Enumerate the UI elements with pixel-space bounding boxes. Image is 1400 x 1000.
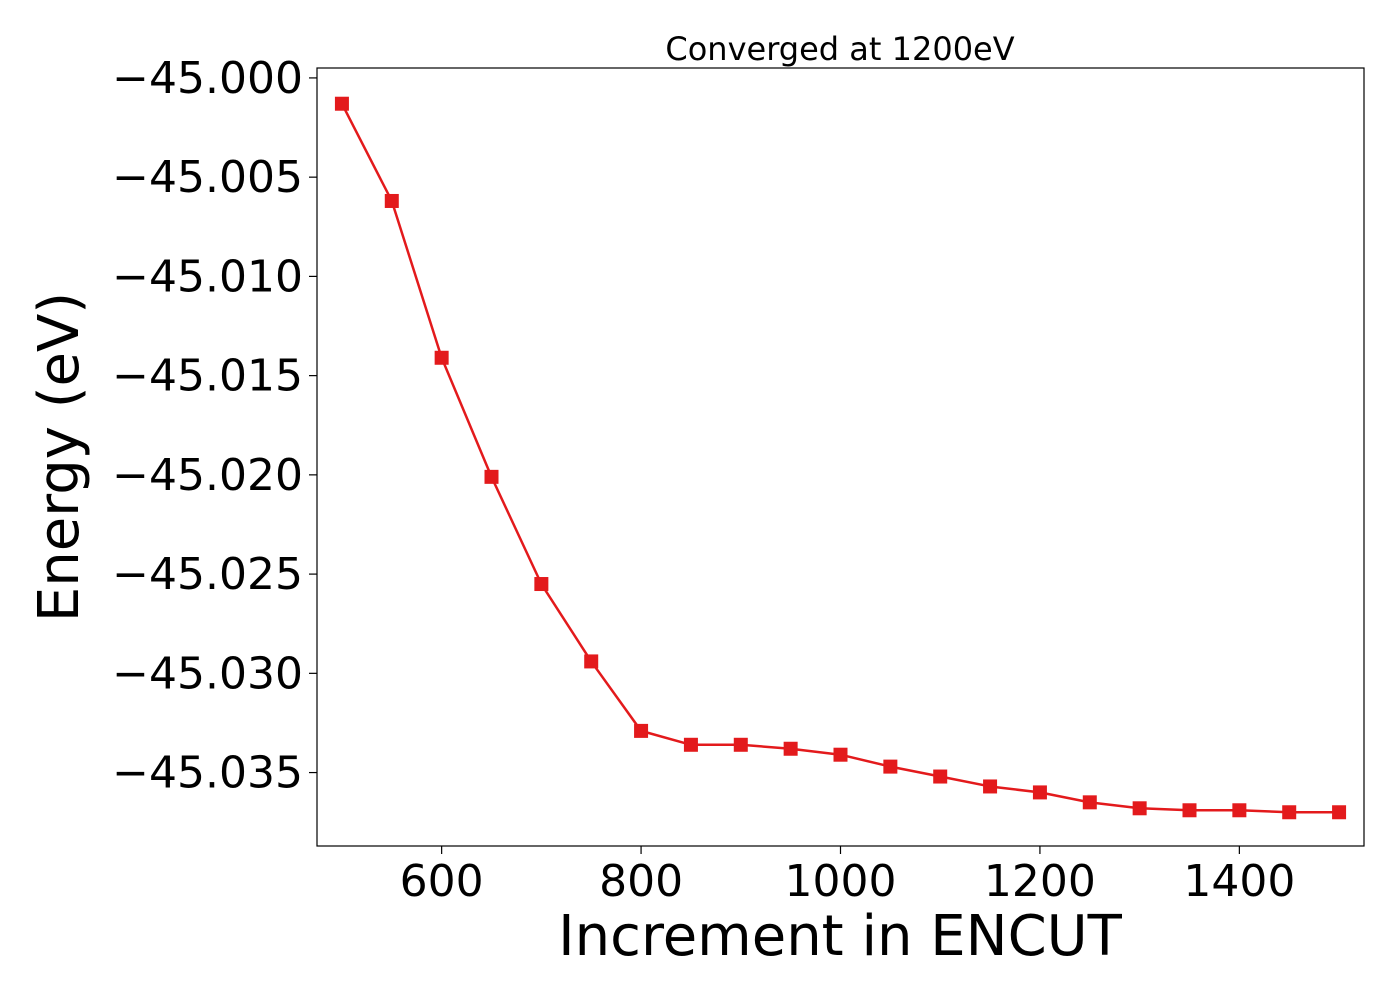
y-axis-ticks: −45.000 −45.005 −45.010 −45.015 −45.020 −45.0… [112,53,317,799]
x-axis-ticks: 600 800 1000 1200 1400 [400,846,1295,907]
y-tick-label: −45.035 [112,748,303,799]
data-point-marker [983,779,998,794]
data-point-marker [334,96,349,111]
y-tick-label: −45.030 [112,648,303,699]
y-axis-title: Energy (eV) [27,292,92,622]
x-tick-label: 600 [400,856,484,907]
data-point-marker [1032,785,1047,800]
data-point-marker [434,350,449,365]
data-point-marker [833,747,848,762]
y-tick-label: −45.025 [112,549,303,600]
plot-area-frame [316,67,1365,847]
data-point-marker [1232,803,1247,818]
y-tick-label: −45.010 [112,251,303,302]
x-tick-label: 1400 [1183,856,1295,907]
data-point-marker [1182,803,1197,818]
data-point-marker [1332,805,1347,820]
data-point-marker [1082,795,1097,810]
data-point-marker [683,737,698,752]
data-point-marker [634,723,649,738]
data-point-marker [384,193,399,208]
data-point-marker [534,577,549,592]
chart-title: Converged at 1200eV [665,30,1014,68]
data-point-marker [733,737,748,752]
y-tick-label: −45.000 [112,53,303,104]
data-point-marker [1132,801,1147,816]
y-tick-label: −45.020 [112,450,303,501]
data-point-marker [1282,805,1297,820]
data-point-marker [883,759,898,774]
data-point-marker [783,741,798,756]
x-tick-label: 1200 [984,856,1096,907]
x-tick-label: 1000 [785,856,897,907]
x-tick-label: 800 [599,856,683,907]
data-point-marker [584,654,599,669]
x-axis-title: Increment in ENCUT [558,904,1123,969]
series-layer [334,96,1347,820]
data-point-marker [933,769,948,784]
data-point-marker [484,469,499,484]
y-tick-label: −45.005 [112,152,303,203]
y-tick-label: −45.015 [112,351,303,402]
